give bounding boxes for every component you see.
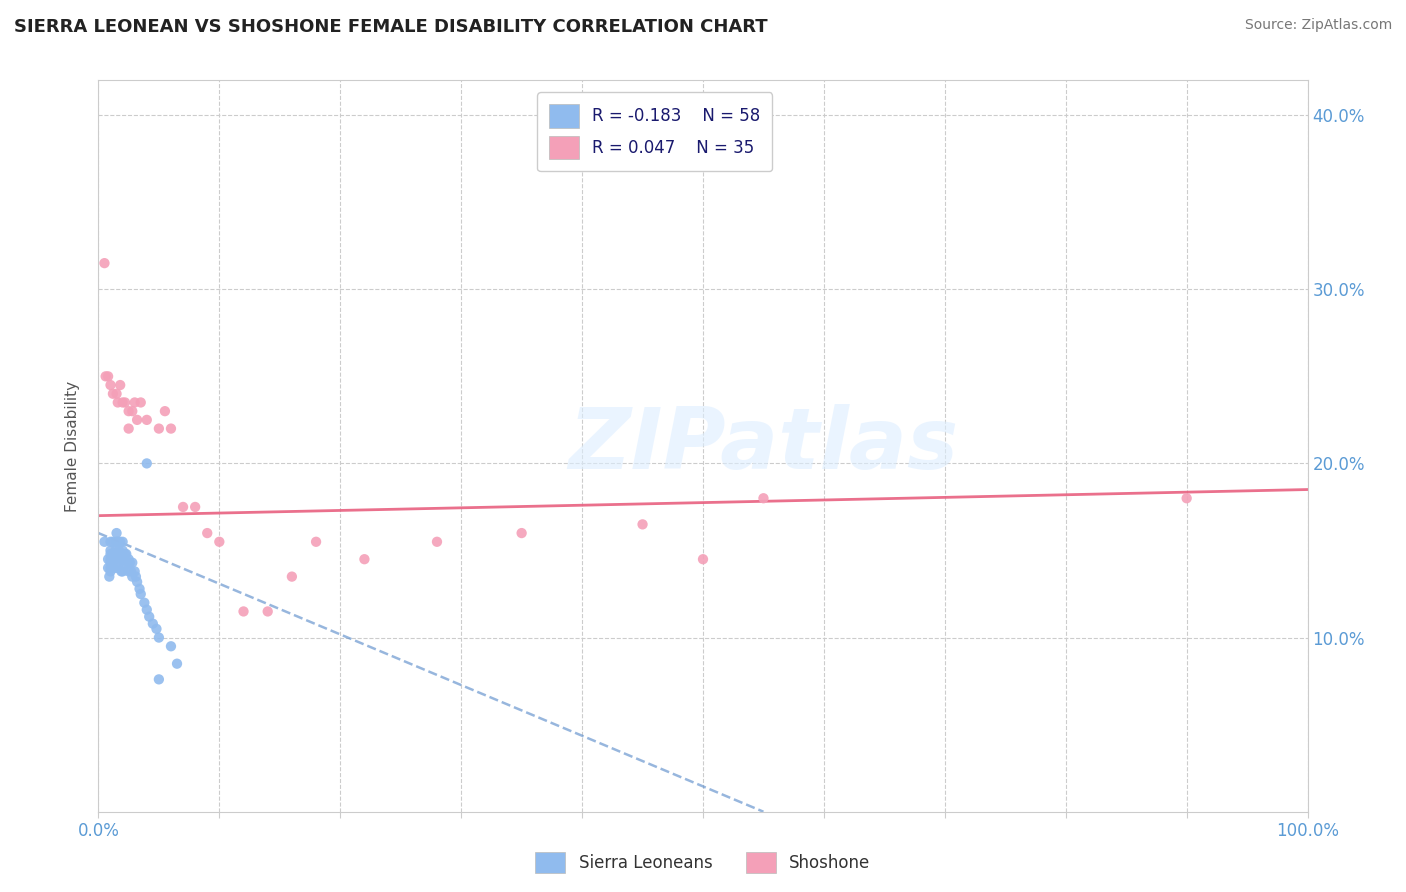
Point bbox=[100, 565, 122, 579]
Point bbox=[100, 378, 122, 392]
Point bbox=[101, 561, 124, 575]
Point bbox=[105, 526, 128, 541]
Point bbox=[148, 421, 170, 435]
Point bbox=[115, 547, 138, 561]
Text: ZIPatlas: ZIPatlas bbox=[568, 404, 959, 488]
Point bbox=[111, 543, 134, 558]
Point bbox=[125, 569, 148, 583]
Point bbox=[153, 404, 176, 418]
Point bbox=[281, 569, 304, 583]
Point bbox=[100, 543, 122, 558]
Point bbox=[142, 616, 165, 631]
Point bbox=[98, 569, 121, 583]
Point bbox=[107, 534, 129, 549]
Point bbox=[100, 552, 122, 566]
Text: SIERRA LEONEAN VS SHOSHONE FEMALE DISABILITY CORRELATION CHART: SIERRA LEONEAN VS SHOSHONE FEMALE DISABI… bbox=[14, 18, 768, 36]
Point bbox=[101, 534, 124, 549]
Point bbox=[121, 569, 143, 583]
Point bbox=[105, 534, 128, 549]
Point bbox=[110, 565, 132, 579]
Point bbox=[101, 386, 124, 401]
Point bbox=[110, 552, 132, 566]
Point bbox=[97, 561, 120, 575]
Point bbox=[111, 534, 134, 549]
Point bbox=[128, 582, 150, 596]
Point bbox=[135, 603, 157, 617]
Point bbox=[129, 587, 152, 601]
Point bbox=[118, 552, 141, 566]
Point bbox=[692, 552, 714, 566]
Point bbox=[510, 526, 533, 541]
Point bbox=[108, 556, 131, 570]
Point bbox=[117, 556, 139, 570]
Point bbox=[114, 395, 136, 409]
Point bbox=[120, 565, 142, 579]
Point bbox=[104, 543, 127, 558]
Legend: R = -0.183    N = 58, R = 0.047    N = 35: R = -0.183 N = 58, R = 0.047 N = 35 bbox=[537, 92, 772, 171]
Point bbox=[105, 547, 128, 561]
Point bbox=[195, 526, 218, 541]
Y-axis label: Female Disability: Female Disability bbox=[65, 380, 80, 512]
Point bbox=[118, 565, 141, 579]
Point bbox=[127, 574, 149, 589]
Point bbox=[127, 413, 149, 427]
Point bbox=[145, 622, 167, 636]
Point bbox=[256, 604, 278, 618]
Point bbox=[101, 547, 124, 561]
Point bbox=[124, 565, 146, 579]
Point bbox=[107, 395, 129, 409]
Point bbox=[148, 673, 170, 687]
Point bbox=[108, 534, 131, 549]
Point bbox=[166, 657, 188, 671]
Point bbox=[105, 561, 128, 575]
Point bbox=[1175, 491, 1198, 506]
Point bbox=[184, 500, 207, 514]
Point bbox=[631, 517, 654, 532]
Point bbox=[105, 386, 128, 401]
Point bbox=[100, 534, 122, 549]
Point bbox=[93, 256, 115, 270]
Point bbox=[100, 547, 122, 561]
Point bbox=[93, 534, 115, 549]
Point bbox=[138, 609, 160, 624]
Text: Source: ZipAtlas.com: Source: ZipAtlas.com bbox=[1244, 18, 1392, 32]
Point bbox=[353, 552, 375, 566]
Point bbox=[100, 561, 122, 575]
Point bbox=[160, 640, 183, 654]
Point bbox=[160, 421, 183, 435]
Point bbox=[134, 596, 156, 610]
Point bbox=[148, 631, 170, 645]
Point bbox=[172, 500, 194, 514]
Legend: Sierra Leoneans, Shoshone: Sierra Leoneans, Shoshone bbox=[529, 846, 877, 880]
Point bbox=[114, 558, 136, 572]
Point bbox=[111, 552, 134, 566]
Point bbox=[135, 457, 157, 471]
Point bbox=[100, 556, 122, 570]
Point bbox=[108, 543, 131, 558]
Point bbox=[121, 556, 143, 570]
Point bbox=[101, 552, 124, 566]
Point bbox=[118, 556, 141, 570]
Point bbox=[305, 534, 328, 549]
Point bbox=[118, 421, 141, 435]
Point bbox=[752, 491, 775, 506]
Point bbox=[426, 534, 449, 549]
Point bbox=[135, 413, 157, 427]
Point bbox=[108, 547, 131, 561]
Point bbox=[107, 547, 129, 561]
Point bbox=[111, 565, 134, 579]
Point bbox=[114, 547, 136, 561]
Point bbox=[111, 395, 134, 409]
Point bbox=[129, 395, 152, 409]
Point bbox=[97, 552, 120, 566]
Point bbox=[108, 378, 131, 392]
Point bbox=[94, 369, 117, 384]
Point bbox=[97, 369, 120, 384]
Point bbox=[208, 534, 231, 549]
Point bbox=[121, 404, 143, 418]
Point bbox=[118, 404, 141, 418]
Point bbox=[124, 395, 146, 409]
Point bbox=[104, 552, 127, 566]
Point bbox=[232, 604, 254, 618]
